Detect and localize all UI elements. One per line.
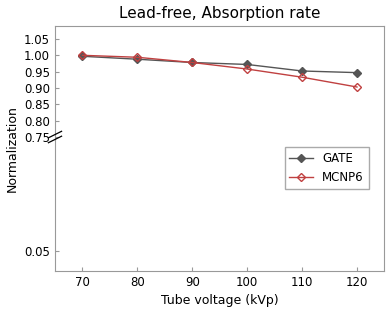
MCNP6 (190, 61, 195, 64)
GATE (190, 61, 195, 64)
MCNP6 (135, 55, 140, 59)
MCNP6 (355, 85, 359, 89)
Legend: GATE, MCNP6: GATE, MCNP6 (285, 147, 369, 189)
GATE (245, 63, 250, 66)
Y-axis label: Normalization: Normalization (5, 105, 19, 192)
MCNP6 (80, 54, 85, 57)
GATE (300, 69, 305, 73)
GATE (355, 71, 359, 74)
X-axis label: Tube voltage (kVp): Tube voltage (kVp) (161, 295, 278, 307)
Line: MCNP6: MCNP6 (80, 53, 360, 90)
MCNP6 (245, 67, 250, 71)
GATE (135, 57, 140, 61)
MCNP6 (300, 75, 305, 79)
Line: GATE: GATE (80, 54, 360, 75)
Title: Lead-free, Absorption rate: Lead-free, Absorption rate (119, 6, 321, 21)
GATE (80, 54, 85, 58)
